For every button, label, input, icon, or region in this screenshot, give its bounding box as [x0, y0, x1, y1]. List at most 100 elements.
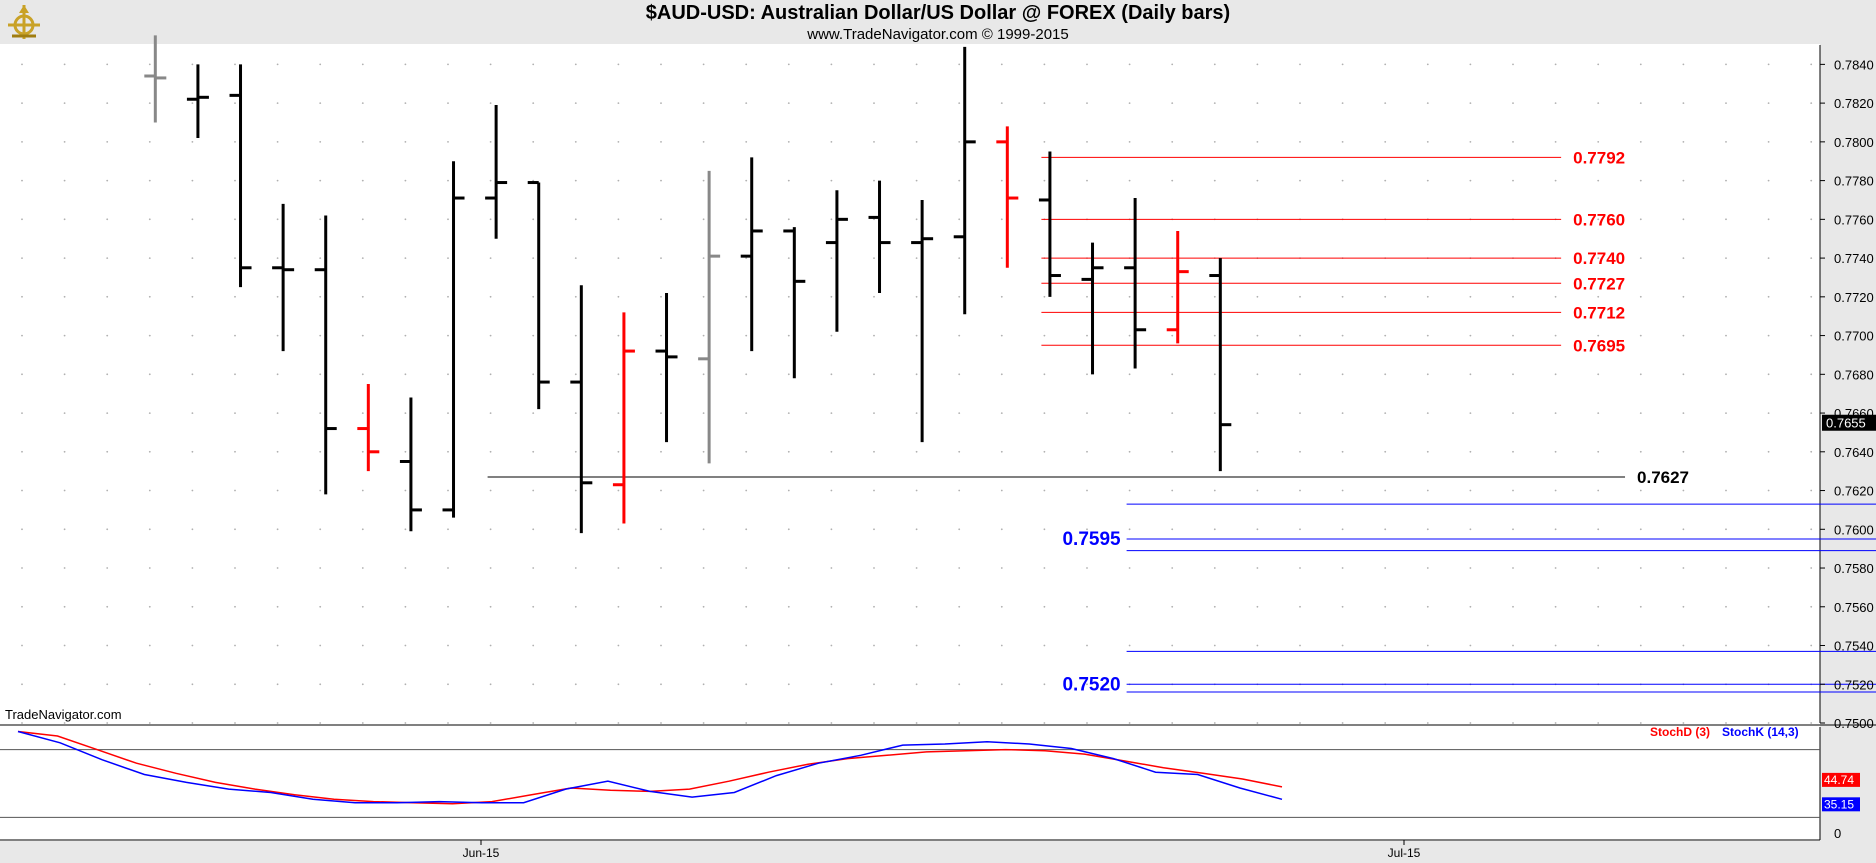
- grid-dot: [1639, 644, 1642, 647]
- grid-dot: [1682, 295, 1685, 298]
- grid-dot: [1725, 644, 1727, 647]
- grid-dot: [319, 141, 322, 143]
- grid-dot: [1341, 567, 1344, 569]
- grid-dot: [787, 218, 790, 221]
- grid-dot: [404, 179, 407, 182]
- grid-dot: [1299, 450, 1301, 453]
- grid-dot: [106, 295, 109, 298]
- grid-dot: [1384, 141, 1387, 143]
- grid-dot: [489, 528, 492, 531]
- grid-dot: [1256, 179, 1259, 182]
- grid-dot: [660, 567, 662, 569]
- grid-dot: [1086, 102, 1088, 104]
- grid-dot: [1128, 605, 1131, 608]
- grid-dot: [958, 567, 961, 569]
- grid-dot: [1341, 295, 1344, 298]
- grid-dot: [447, 179, 449, 182]
- grid-dot: [1426, 412, 1429, 414]
- last-price-tag: [1822, 414, 1876, 431]
- grid-dot: [1384, 373, 1387, 376]
- grid-dot: [276, 63, 279, 66]
- grid-dot: [1554, 722, 1557, 724]
- grid-dot: [574, 489, 577, 492]
- grid-dot: [1810, 567, 1813, 569]
- y-tick-label: 0.7580: [1834, 561, 1874, 576]
- grid-dot: [1682, 567, 1685, 569]
- grid-dot: [1682, 412, 1685, 414]
- grid-dot: [106, 489, 109, 492]
- grid-dot: [1682, 63, 1685, 66]
- stoch-last-tag: [1822, 797, 1860, 812]
- grid-dot: [1341, 63, 1344, 66]
- grid-dot: [319, 63, 322, 66]
- grid-dot: [1000, 605, 1003, 608]
- grid-dot: [1213, 722, 1216, 724]
- grid-dot: [319, 102, 322, 104]
- grid-dot: [276, 334, 279, 337]
- grid-dot: [106, 141, 109, 143]
- grid-dot: [1341, 489, 1344, 492]
- grid-dot: [404, 295, 407, 298]
- grid-dot: [1256, 63, 1259, 66]
- grid-dot: [787, 257, 790, 259]
- grid-dot: [958, 373, 961, 376]
- grid-dot: [1171, 412, 1174, 414]
- grid-dot: [63, 605, 66, 608]
- grid-dot: [1512, 605, 1514, 608]
- grid-dot: [63, 334, 66, 337]
- grid-dot: [1725, 141, 1727, 143]
- grid-dot: [191, 179, 194, 182]
- grid-dot: [319, 528, 322, 531]
- grid-dot: [958, 605, 961, 608]
- grid-dot: [191, 450, 194, 453]
- grid-dot: [191, 63, 194, 66]
- grid-dot: [1597, 334, 1600, 337]
- grid-dot: [830, 450, 833, 453]
- watermark-text: TradeNavigator.com: [5, 707, 122, 722]
- grid-dot: [447, 218, 449, 221]
- grid-dot: [915, 218, 918, 221]
- grid-dot: [702, 605, 705, 608]
- grid-dot: [63, 412, 66, 414]
- grid-dot: [1767, 373, 1770, 376]
- grid-dot: [702, 141, 705, 143]
- grid-dot: [745, 450, 748, 453]
- y-tick-label: 0.7700: [1834, 329, 1874, 344]
- grid-dot: [873, 412, 875, 414]
- grid-dot: [1725, 605, 1727, 608]
- grid-dot: [361, 334, 364, 337]
- grid-dot: [745, 102, 748, 104]
- level-label: 0.7792: [1573, 148, 1625, 167]
- grid-dot: [1043, 528, 1046, 531]
- grid-dot: [1512, 102, 1514, 104]
- grid-dot: [63, 373, 66, 376]
- grid-dot: [361, 722, 364, 724]
- grid-dot: [702, 63, 705, 66]
- grid-dot: [1597, 567, 1600, 569]
- grid-dot: [1554, 334, 1557, 337]
- grid-dot: [1128, 489, 1131, 492]
- grid-dot: [574, 450, 577, 453]
- grid-dot: [660, 295, 662, 298]
- grid-dot: [1043, 102, 1046, 104]
- stochastic-axis: 0 44.74 35.15 StochD (3) StochK (14,3): [1650, 725, 1860, 841]
- ohlc-bar: [485, 105, 508, 239]
- grid-dot: [830, 722, 833, 724]
- price-bars: [144, 35, 1232, 534]
- grid-dot: [1810, 644, 1813, 647]
- grid-dot: [660, 63, 662, 66]
- grid-dot: [361, 605, 364, 608]
- grid-dot: [1171, 141, 1174, 143]
- ohlc-bar: [399, 397, 422, 532]
- grid-dot: [447, 489, 449, 492]
- grid-dot: [787, 528, 790, 531]
- grid-dot: [873, 179, 875, 182]
- grid-dot: [1725, 373, 1727, 376]
- ohlc-bar: [570, 285, 593, 534]
- grid-dot: [1256, 412, 1259, 414]
- grid-dot: [574, 412, 577, 414]
- grid-dot: [319, 722, 322, 724]
- grid-dot: [21, 489, 23, 492]
- grid-dot: [617, 489, 620, 492]
- grid-dot: [1171, 644, 1174, 647]
